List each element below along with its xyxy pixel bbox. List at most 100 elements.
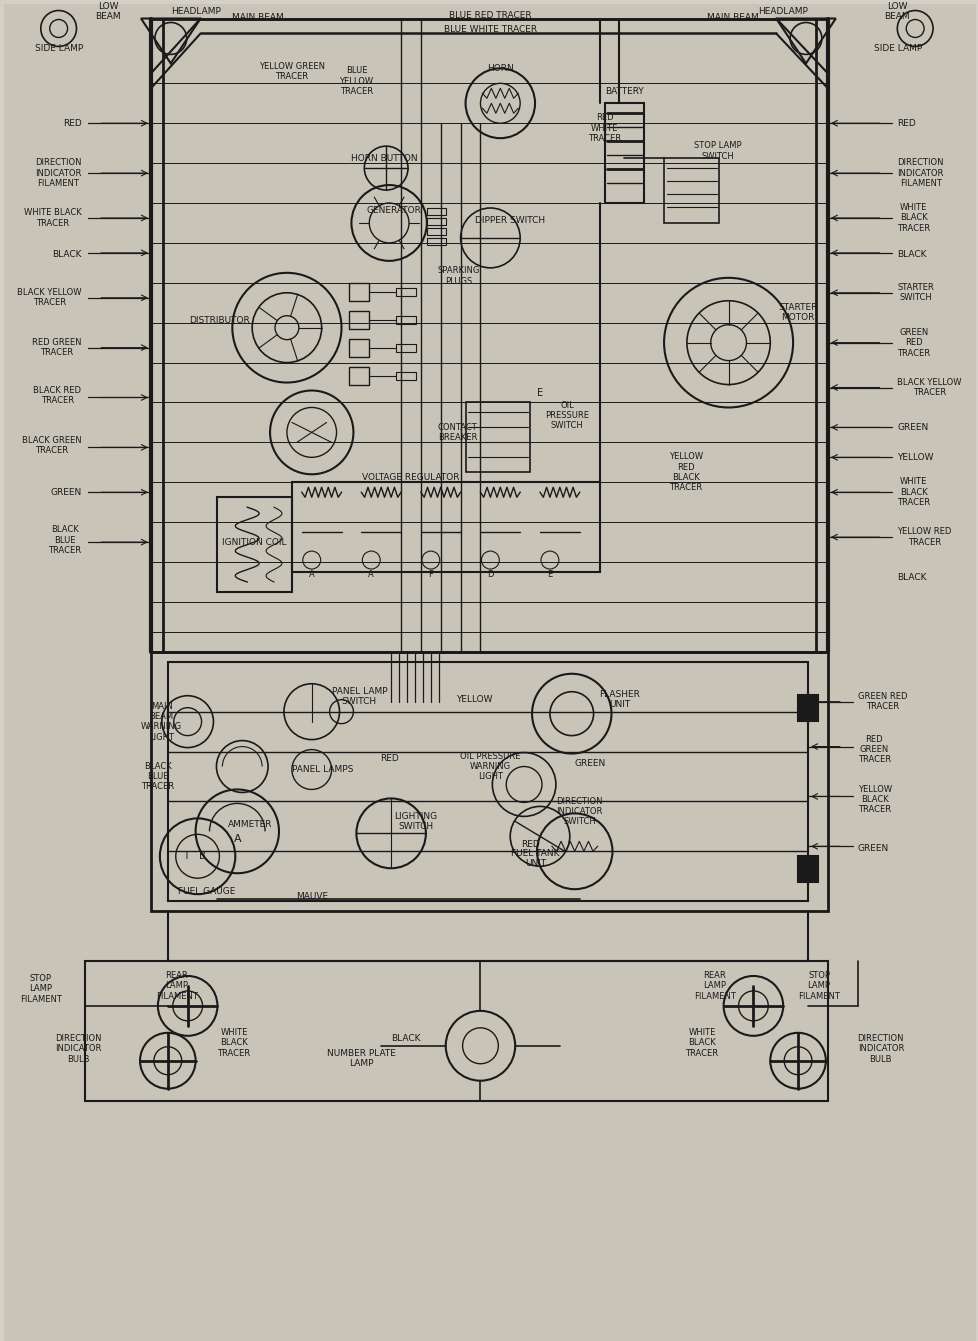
Bar	[797, 870, 817, 876]
Text: F: F	[428, 570, 433, 578]
Text: IGNITION COIL: IGNITION COIL	[222, 538, 287, 547]
Text: BLACK
BLUE
TRACER: BLACK BLUE TRACER	[48, 526, 81, 555]
Text: BATTERY: BATTERY	[604, 87, 644, 95]
Bar	[396, 288, 416, 296]
Bar	[217, 498, 291, 591]
Bar	[663, 158, 718, 223]
Text: HORN BUTTON: HORN BUTTON	[351, 154, 418, 162]
Text: GREEN: GREEN	[897, 422, 927, 432]
Bar	[291, 483, 599, 573]
Text: BLACK: BLACK	[52, 251, 81, 259]
Text: DISTRIBUTOR: DISTRIBUTOR	[190, 316, 250, 326]
Text: YELLOW: YELLOW	[897, 453, 933, 461]
Bar	[797, 864, 817, 868]
Text: HEADLAMP: HEADLAMP	[170, 7, 220, 16]
Bar	[167, 662, 807, 901]
Text: GREEN: GREEN	[857, 843, 888, 853]
Bar	[426, 208, 445, 215]
Text: WHITE BLACK
TRACER: WHITE BLACK TRACER	[23, 208, 81, 228]
Bar	[426, 228, 445, 235]
Text: BLACK: BLACK	[897, 573, 926, 582]
Text: SIDE LAMP: SIDE LAMP	[873, 44, 921, 52]
Bar	[426, 237, 445, 245]
Text: D: D	[487, 570, 493, 578]
Text: CONTACT
BREAKER: CONTACT BREAKER	[437, 422, 477, 443]
Text: RED
WHITE
TRACER: RED WHITE TRACER	[588, 113, 620, 143]
Text: BLACK RED
TRACER: BLACK RED TRACER	[33, 386, 81, 405]
Text: FLASHER
UNIT: FLASHER UNIT	[599, 691, 640, 709]
Bar	[797, 857, 817, 861]
Bar	[426, 219, 445, 225]
Text: RED: RED	[63, 119, 81, 127]
Text: GREEN
RED
TRACER: GREEN RED TRACER	[897, 327, 929, 358]
Text: OIL
PRESSURE
SWITCH: OIL PRESSURE SWITCH	[545, 401, 589, 430]
Text: NUMBER PLATE
LAMP: NUMBER PLATE LAMP	[327, 1049, 396, 1069]
Text: T: T	[183, 852, 189, 861]
Text: A: A	[233, 834, 241, 845]
Text: FUEL TANK
UNIT: FUEL TANK UNIT	[511, 849, 559, 868]
Text: STOP
LAMP
FILAMENT: STOP LAMP FILAMENT	[797, 971, 839, 1000]
Text: BLACK GREEN
TRACER: BLACK GREEN TRACER	[22, 436, 81, 455]
Text: SIDE LAMP: SIDE LAMP	[34, 44, 83, 52]
Text: BLUE RED TRACER: BLUE RED TRACER	[449, 11, 531, 20]
Text: LIGHTING
SWITCH: LIGHTING SWITCH	[394, 811, 437, 831]
Text: BLACK
BLUE
TRACER: BLACK BLUE TRACER	[141, 762, 174, 791]
Text: WHITE
BLACK
TRACER: WHITE BLACK TRACER	[217, 1029, 250, 1058]
Text: LOW
BEAM: LOW BEAM	[883, 1, 910, 21]
Text: AMMETER: AMMETER	[228, 819, 272, 829]
Text: YELLOW RED
TRACER: YELLOW RED TRACER	[897, 527, 951, 547]
Text: STOP
LAMP
FILAMENT: STOP LAMP FILAMENT	[20, 974, 62, 1004]
Text: BLACK YELLOW
TRACER: BLACK YELLOW TRACER	[897, 378, 960, 397]
Bar	[396, 343, 416, 351]
Text: GREEN: GREEN	[574, 759, 605, 768]
Bar	[396, 315, 416, 323]
Text: STARTER
SWITCH: STARTER SWITCH	[897, 283, 933, 303]
Text: BLUE
YELLOW
TRACER: BLUE YELLOW TRACER	[339, 67, 373, 97]
Text: YELLOW
BLACK
TRACER: YELLOW BLACK TRACER	[857, 784, 891, 814]
Text: MAUVE: MAUVE	[295, 892, 328, 901]
Text: BLACK: BLACK	[391, 1034, 421, 1043]
Text: HEADLAMP: HEADLAMP	[757, 7, 807, 16]
Text: RED: RED	[897, 119, 915, 127]
Text: STOP LAMP
SWITCH: STOP LAMP SWITCH	[693, 141, 740, 161]
Text: RED: RED	[379, 754, 398, 763]
Text: HORN: HORN	[486, 64, 513, 72]
Text: WHITE
BLACK
TRACER: WHITE BLACK TRACER	[685, 1029, 718, 1058]
Text: A: A	[368, 570, 374, 578]
Text: B: B	[199, 852, 205, 861]
Text: GENERATOR: GENERATOR	[366, 207, 421, 216]
Text: WHITE
BLACK
TRACER: WHITE BLACK TRACER	[897, 477, 929, 507]
Bar	[797, 708, 817, 713]
Text: REAR
LAMP
FILAMENT: REAR LAMP FILAMENT	[693, 971, 735, 1000]
Text: DIRECTION
INDICATOR
BULB: DIRECTION INDICATOR BULB	[55, 1034, 101, 1063]
Text: YELLOW
RED
BLACK
TRACER: YELLOW RED BLACK TRACER	[668, 452, 702, 492]
Text: BLUE WHITE TRACER: BLUE WHITE TRACER	[443, 25, 536, 34]
Bar	[603, 103, 644, 202]
Bar	[349, 366, 369, 385]
Text: REAR
LAMP
FILAMENT: REAR LAMP FILAMENT	[156, 971, 198, 1000]
Bar	[349, 311, 369, 329]
Text: MAIN
BEAM
WARNING
LIGHT: MAIN BEAM WARNING LIGHT	[141, 701, 182, 742]
Bar	[797, 877, 817, 882]
Text: STARTER
MOTOR: STARTER MOTOR	[778, 303, 817, 322]
Text: LOW
BEAM: LOW BEAM	[95, 1, 121, 21]
Bar	[85, 961, 827, 1101]
Bar	[797, 695, 817, 700]
Text: RED GREEN
TRACER: RED GREEN TRACER	[32, 338, 81, 357]
Text: WHITE
BLACK
TRACER: WHITE BLACK TRACER	[897, 202, 929, 233]
Text: YELLOW: YELLOW	[455, 695, 492, 704]
Text: OIL PRESSURE
WARNING
LIGHT: OIL PRESSURE WARNING LIGHT	[460, 751, 520, 782]
Text: MAIN BEAM: MAIN BEAM	[232, 13, 284, 21]
Text: RED
GREEN
TRACER: RED GREEN TRACER	[857, 735, 890, 764]
Text: PANEL LAMPS: PANEL LAMPS	[291, 764, 353, 774]
Text: GREEN RED
TRACER: GREEN RED TRACER	[857, 692, 907, 711]
Text: YELLOW GREEN
TRACER: YELLOW GREEN TRACER	[258, 62, 325, 80]
Bar	[466, 402, 529, 472]
Text: DIRECTION
INDICATOR
BULB: DIRECTION INDICATOR BULB	[857, 1034, 904, 1063]
Bar	[349, 283, 369, 300]
Text: FUEL GAUGE: FUEL GAUGE	[178, 886, 235, 896]
Bar	[151, 652, 827, 911]
Text: BLACK: BLACK	[897, 251, 926, 259]
Text: DIRECTION
INDICATOR
FILAMENT: DIRECTION INDICATOR FILAMENT	[35, 158, 81, 188]
Text: E: E	[536, 388, 543, 397]
